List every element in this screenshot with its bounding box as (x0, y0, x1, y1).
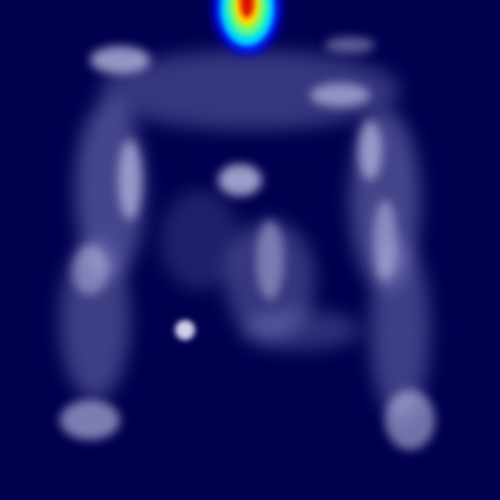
hotspot (213, 0, 281, 54)
highlight-spot (175, 320, 195, 340)
bright-regions (60, 37, 435, 450)
